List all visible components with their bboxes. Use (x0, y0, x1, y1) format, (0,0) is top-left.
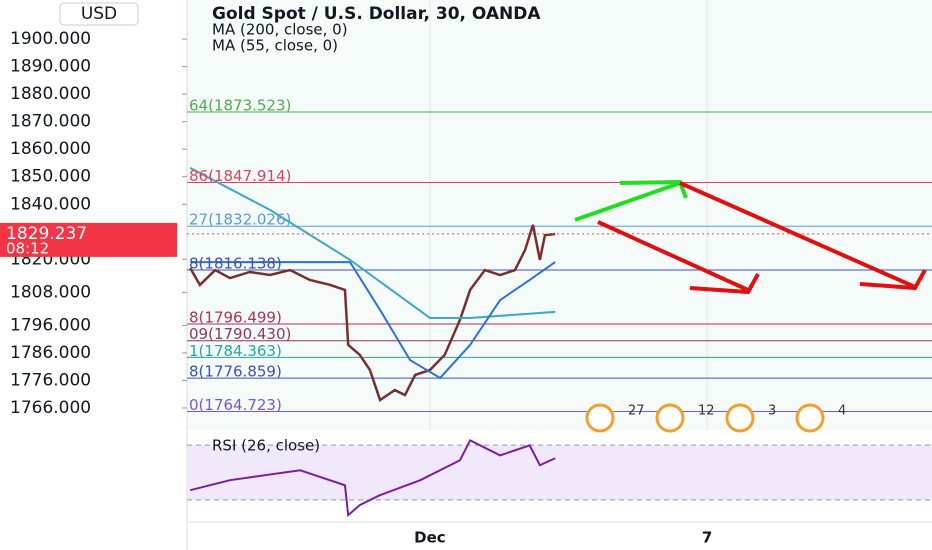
currency-box[interactable] (59, 2, 139, 26)
fib-label: 8(1776.859) (189, 363, 282, 381)
event-flag (655, 403, 685, 433)
y-tick-label: 1766.000 (10, 398, 91, 418)
event-flag (725, 403, 755, 433)
fib-label: 27(1832.026) (189, 211, 291, 229)
last-price-label: 1829.237 (6, 224, 87, 244)
countdown: 08:12 (6, 239, 49, 257)
arrow (689, 273, 760, 295)
y-tick-label: 1880.000 (10, 84, 91, 104)
plot (187, 0, 932, 430)
arrow (597, 220, 749, 292)
y-tick-label: 1860.000 (10, 139, 91, 159)
y-tick-label: 1808.000 (10, 282, 91, 302)
fib-label: 86(1847.914) (189, 167, 291, 185)
legend-entry: MA (200, close, 0) (212, 21, 348, 39)
event-count: 4 (838, 404, 846, 419)
price-pane (187, 0, 932, 430)
fib-label: 8(1796.499) (189, 309, 282, 327)
event-count: 27 (628, 404, 645, 419)
rsi-title: RSI (26, close) (212, 437, 320, 455)
series-line (189, 224, 556, 402)
fib-label: 8(1816.138) (189, 254, 282, 272)
y-tick-label: 1890.000 (10, 57, 91, 77)
event-flag (585, 403, 615, 433)
event-count: 3 (768, 404, 776, 419)
event-count: 12 (698, 404, 715, 419)
x-tick-label: Dec (414, 529, 446, 547)
legend-entry: MA (55, close, 0) (212, 37, 338, 55)
y-tick-label: 1850.000 (10, 167, 91, 187)
arrow (619, 179, 688, 199)
currency: USD (81, 4, 117, 24)
arrow (679, 181, 916, 289)
y-tick-label: 1786.000 (10, 343, 91, 363)
rsi-band (187, 445, 932, 500)
event-flag (795, 403, 825, 433)
series-line (189, 438, 556, 518)
arrow (574, 181, 681, 222)
fib-label: 64(1873.523) (189, 96, 291, 114)
overlay: 64(1873.523) 86(1847.914) 27(1832.026) 8(18… (189, 96, 291, 414)
fib-label: 09(1790.430) (189, 325, 291, 343)
chart-title: Gold Spot / U.S. Dollar, 30, OANDA (212, 4, 541, 24)
x-tick-label: 7 (702, 529, 712, 547)
y-tick-label: 1900.000 (10, 29, 91, 49)
fib-label: 0(1764.723) (189, 396, 282, 414)
y-tick-label: 1870.000 (10, 112, 91, 132)
series-line (189, 167, 556, 319)
y-tick-label: 1776.000 (10, 370, 91, 390)
y-tick-label: 1796.000 (10, 315, 91, 335)
arrow (859, 269, 927, 291)
fib-label: 1(1784.363) (189, 342, 282, 360)
last-price-box (0, 222, 177, 257)
y-tick-label: 1840.000 (10, 194, 91, 214)
series-line (190, 261, 556, 380)
arrows (574, 179, 927, 295)
